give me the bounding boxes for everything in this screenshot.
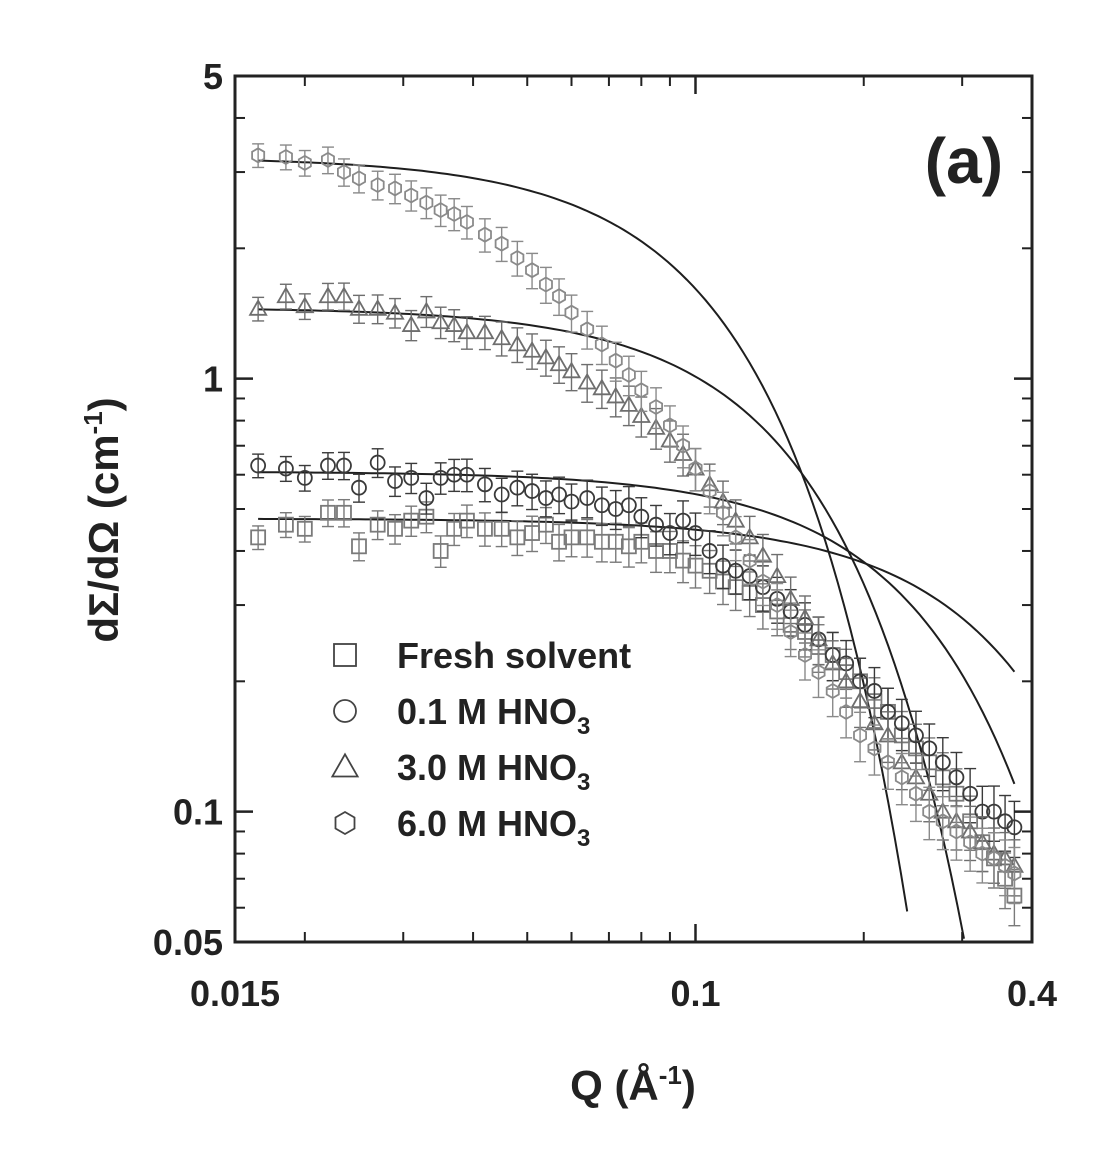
data-points [250,144,1022,926]
legend-label: 6.0 M HNO3 [397,803,590,852]
panel-label: (a) [925,125,1003,197]
x-axis-title: Q (Å-1) [570,1060,696,1109]
x-tick-label: 0.015 [190,973,280,1014]
fit-curve [258,309,964,938]
legend-label: 3.0 M HNO3 [397,747,590,796]
legend-marker-triangle [332,754,357,776]
legend-marker-circle [334,700,356,722]
y-tick-label: 1 [203,359,223,400]
legend-label-text: 0.1 M HNO [397,691,577,732]
legend-label-text: 3.0 M HNO [397,747,577,788]
x-tick-label: 0.4 [1007,973,1057,1014]
x-tick-label: 0.1 [670,973,720,1014]
y-tick-label: 0.05 [153,922,223,963]
legend-marker-hexagon [336,812,355,834]
legend-label-text: Fresh solvent [397,635,631,676]
fit-curve [258,161,907,912]
y-tick-label: 5 [203,56,223,97]
legend-label-subscript: 3 [577,769,590,796]
legend-label-subscript: 3 [577,825,590,852]
legend-label: Fresh solvent [397,635,631,676]
legend-marker-square [334,644,356,666]
legend-label-text: 6.0 M HNO [397,803,577,844]
y-tick-label: 0.1 [173,792,223,833]
legend-label: 0.1 M HNO3 [397,691,590,740]
legend-label-subscript: 3 [577,713,590,740]
plot-frame [235,76,1032,942]
y-axis-title: dΣ/dΩ (cm-1) [78,397,127,642]
